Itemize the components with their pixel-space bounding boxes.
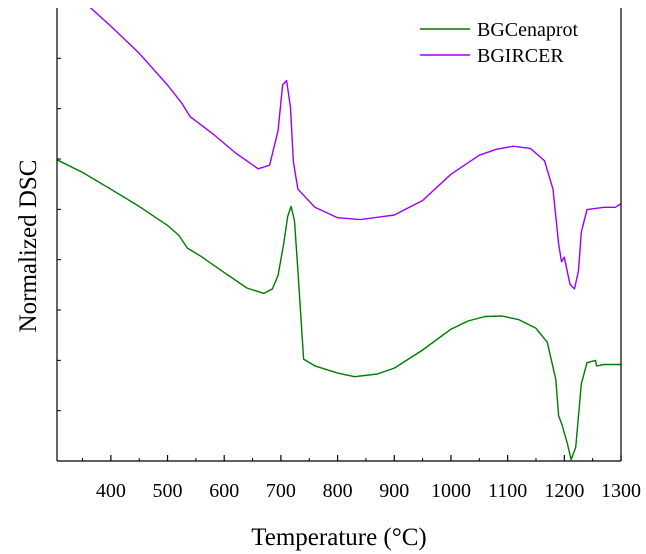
x-tick-label: 1200: [544, 480, 584, 502]
x-tick-label: 700: [266, 480, 296, 502]
legend-label-bgcenaprot: BGCenaprot: [477, 19, 579, 41]
series-line-bgircer: [89, 8, 621, 290]
x-tick-label: 1300: [601, 480, 641, 502]
legend: BGCenaprot BGIRCER: [420, 19, 579, 67]
x-tick-label: 600: [209, 480, 239, 502]
x-tick-label: 1100: [488, 480, 527, 502]
x-axis-ticks: 400 500 600 700 800 900 1000 1100 1200 1300: [82, 455, 641, 502]
x-tick-label: 500: [153, 480, 183, 502]
series-lines: [57, 8, 621, 461]
series-line-bgcenaprot: [57, 159, 621, 461]
y-axis-title: Normalized DSC: [15, 160, 42, 333]
x-axis-title: Temperature (°C): [251, 524, 427, 551]
x-tick-label: 400: [96, 480, 126, 502]
x-tick-label: 900: [379, 480, 409, 502]
x-tick-label: 800: [323, 480, 353, 502]
legend-label-bgircer: BGIRCER: [477, 45, 564, 67]
axes: [56, 8, 622, 462]
x-tick-label: 1000: [431, 480, 471, 502]
